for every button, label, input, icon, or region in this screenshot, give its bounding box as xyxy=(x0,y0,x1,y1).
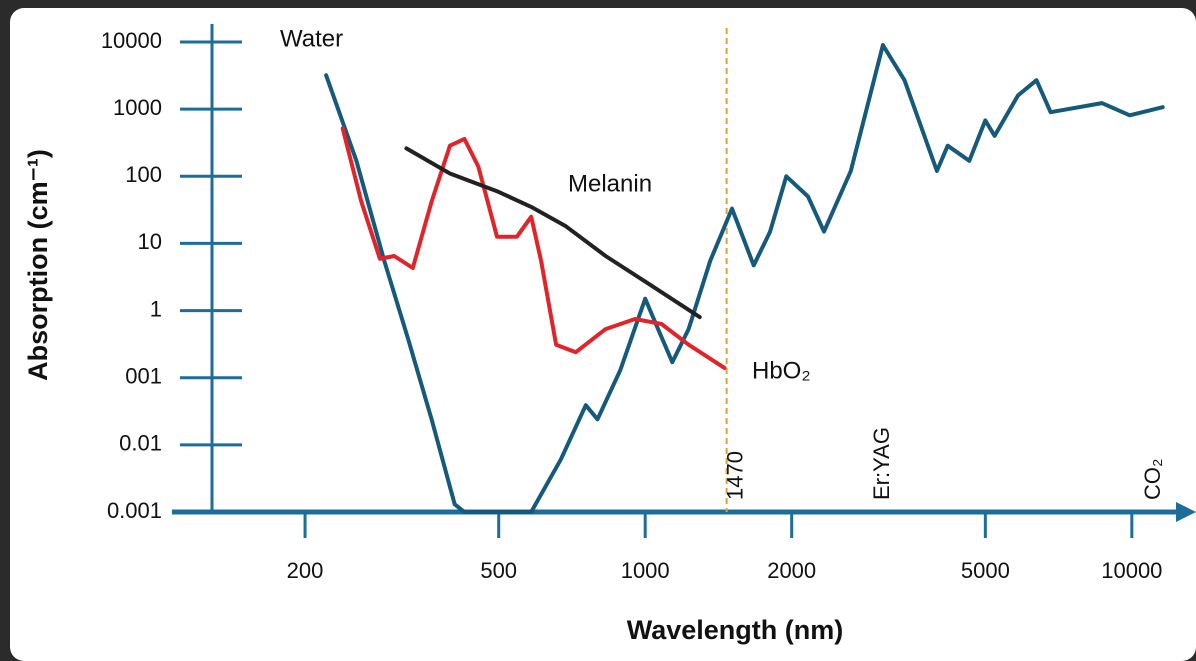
x-tick-label: 1000 xyxy=(621,558,670,583)
x-tick-label: 2000 xyxy=(767,558,816,583)
series-label: Water xyxy=(280,25,343,52)
panel xyxy=(10,8,1196,661)
series-line xyxy=(340,126,727,370)
x-tick-label: 500 xyxy=(480,558,517,583)
marker-label: Er:YAG xyxy=(869,427,894,500)
series-line xyxy=(324,43,1165,514)
series-label: HbO₂ xyxy=(752,357,811,384)
series-line xyxy=(404,146,702,320)
y-tick-label: 0.01 xyxy=(119,431,162,456)
marker-label: 1470 xyxy=(722,451,747,500)
y-tick-label: 10 xyxy=(138,229,162,254)
y-tick-label: 1000 xyxy=(113,95,162,120)
x-tick-label: 5000 xyxy=(961,558,1010,583)
y-tick-label: 10000 xyxy=(101,28,162,53)
x-axis-arrow xyxy=(1176,502,1196,522)
series-label: Melanin xyxy=(568,170,652,197)
y-tick-label: 001 xyxy=(125,364,162,389)
y-tick-label: 0.001 xyxy=(107,498,162,523)
x-axis-title: Wavelength (nm) xyxy=(627,615,844,645)
y-tick-label: 1 xyxy=(150,296,162,321)
x-tick-label: 10000 xyxy=(1101,558,1162,583)
x-tick-label: 200 xyxy=(287,558,324,583)
y-tick-label: 100 xyxy=(125,162,162,187)
marker-label: CO₂ xyxy=(1140,458,1165,500)
y-axis-title: Absorption (cm⁻¹) xyxy=(23,149,53,381)
